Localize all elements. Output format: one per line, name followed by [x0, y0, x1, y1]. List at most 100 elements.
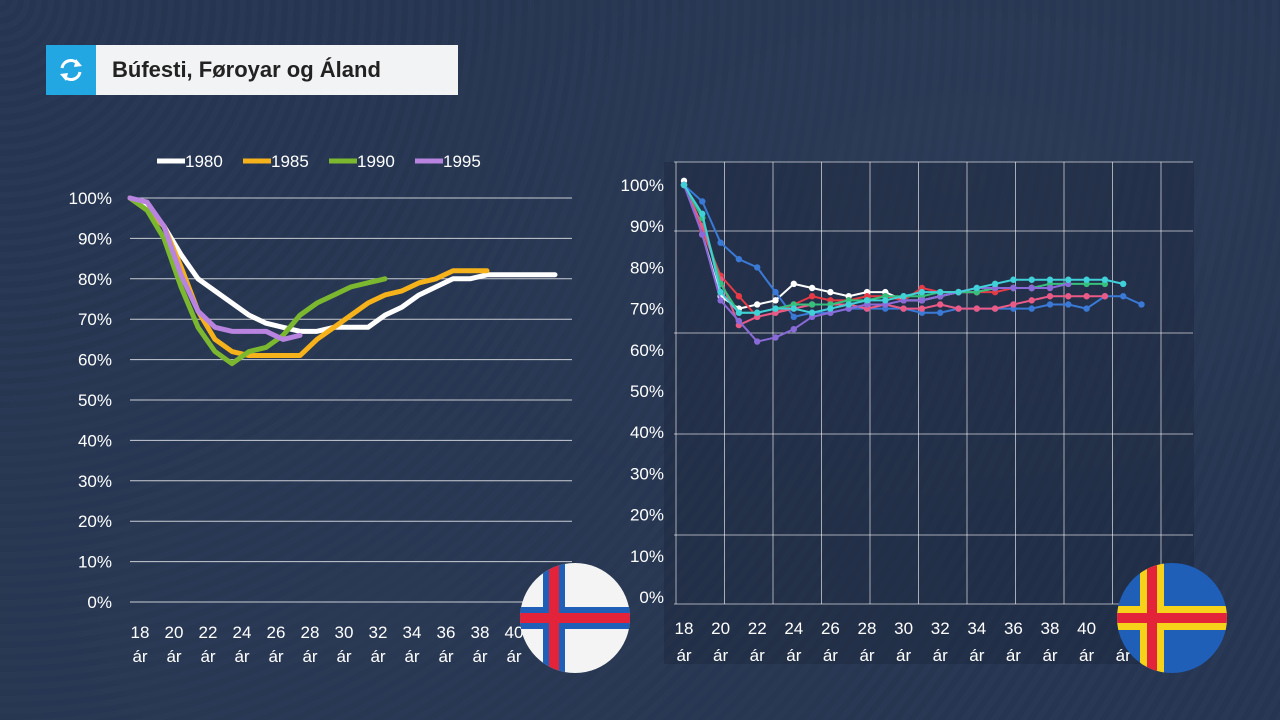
x-tick-sub: ár [166, 647, 181, 666]
series-point-violet [918, 297, 926, 304]
series-point-pink [955, 305, 962, 312]
series-point-blue [1120, 293, 1127, 300]
x-tick-label: 32 [369, 623, 388, 642]
y-tick-label: 70% [630, 300, 664, 319]
x-tick-label: 22 [199, 623, 218, 642]
x-tick-sub: ár [713, 646, 728, 665]
x-tick-label: 38 [471, 623, 490, 642]
series-point-blue [754, 264, 761, 271]
series-point-pink [1010, 301, 1017, 308]
series-point-violet [754, 338, 761, 345]
left-chart: 0% 10% 20% 30% 40% 50% 60% 70% 80% 90% 100% 18 ár 20 á… [69, 152, 572, 666]
x-tick-sub: ár [506, 647, 521, 666]
series-point-blue [937, 309, 944, 316]
y-tick-label: 50% [630, 382, 664, 401]
series-point-pink [973, 305, 980, 312]
series-point-cyan [918, 288, 926, 296]
x-tick-sub: ár [302, 647, 317, 666]
chart-title-bar: Búfesti, Føroyar og Áland [46, 45, 458, 95]
series-point-cyan [699, 210, 706, 218]
series-point-white [772, 297, 779, 304]
y-tick-label: 50% [78, 391, 112, 410]
series-point-pink [918, 305, 926, 312]
series-point-pink [1083, 293, 1090, 300]
x-tick-sub: ár [1079, 646, 1094, 665]
aland-flag-icon [1117, 563, 1227, 673]
series-point-violet [772, 334, 779, 341]
series-point-cyan [973, 284, 980, 292]
series-point-pink [1028, 297, 1035, 304]
series-point-violet [790, 326, 797, 333]
series-point-violet [1010, 284, 1017, 292]
x-tick-label: 26 [267, 623, 286, 642]
faroe-flag-icon [520, 563, 630, 673]
series-point-violet [735, 317, 743, 325]
series-point-pink [937, 301, 944, 308]
y-tick-label: 10% [630, 547, 664, 566]
x-tick-label: 40 [505, 623, 524, 642]
series-line-1995 [127, 195, 303, 342]
series-point-cyan [900, 293, 907, 300]
series-point-red [808, 293, 816, 300]
series-point-cyan [680, 181, 688, 189]
y-tick-label: 10% [78, 553, 112, 572]
x-tick-label: 18 [675, 619, 694, 638]
series-point-blue [772, 288, 779, 296]
x-tick-sub: ár [823, 646, 838, 665]
series-point-cyan [845, 301, 852, 308]
y-tick-label: 90% [78, 229, 112, 248]
x-tick-label: 32 [931, 619, 950, 638]
page-title: Búfesti, Føroyar og Áland [112, 57, 381, 82]
x-tick-sub: ár [472, 647, 487, 666]
x-tick-sub: ár [896, 646, 911, 665]
y-tick-label: 60% [630, 341, 664, 360]
x-tick-label: 20 [711, 619, 730, 638]
series-point-white [754, 301, 761, 308]
series-point-cyan [754, 309, 761, 316]
series-point-cyan [1046, 276, 1054, 283]
series-point-pink [1101, 293, 1109, 300]
x-tick-label: 24 [233, 623, 252, 642]
x-tick-label: 18 [131, 623, 150, 642]
x-tick-label: 36 [437, 623, 456, 642]
series-point-blue [1083, 305, 1090, 312]
plot-area [664, 162, 1194, 664]
y-tick-label: 70% [78, 310, 112, 329]
x-tick-sub: ár [132, 647, 147, 666]
series-point-cyan [827, 305, 834, 312]
x-tick-label: 36 [1004, 619, 1023, 638]
series-point-green [808, 301, 816, 308]
x-tick-sub: ár [234, 647, 249, 666]
series-point-red [735, 293, 743, 300]
series-point-cyan [1065, 276, 1072, 283]
series-point-blue [735, 255, 743, 263]
series-point-blue [1065, 301, 1072, 308]
series-point-cyan [1010, 276, 1017, 283]
x-tick-sub: ár [200, 647, 215, 666]
x-tick-label: 30 [335, 623, 354, 642]
series-point-blue [699, 198, 706, 205]
series-point-violet [699, 231, 706, 238]
series-point-cyan [808, 309, 816, 316]
refresh-icon[interactable] [46, 45, 96, 95]
y-tick-label: 20% [78, 512, 112, 531]
y-tick-label: 80% [630, 258, 664, 277]
series-point-violet [717, 297, 724, 304]
x-tick-label: 30 [894, 619, 913, 638]
x-tick-sub: ár [438, 647, 453, 666]
y-tick-label: 40% [78, 431, 112, 450]
series-point-cyan [1083, 276, 1090, 283]
series-point-blue [1028, 305, 1035, 312]
series-point-cyan [1028, 276, 1035, 283]
legend-label-1985: 1985 [271, 152, 309, 171]
legend-label-1980: 1980 [185, 152, 223, 171]
x-tick-sub: ár [404, 647, 419, 666]
series-point-cyan [882, 297, 889, 304]
x-tick-sub: ár [336, 647, 351, 666]
y-tick-label: 90% [630, 217, 664, 236]
x-tick-label: 22 [748, 619, 767, 638]
x-tick-label: 26 [821, 619, 840, 638]
series-point-blue [1046, 301, 1054, 308]
series-point-violet [1028, 284, 1035, 292]
